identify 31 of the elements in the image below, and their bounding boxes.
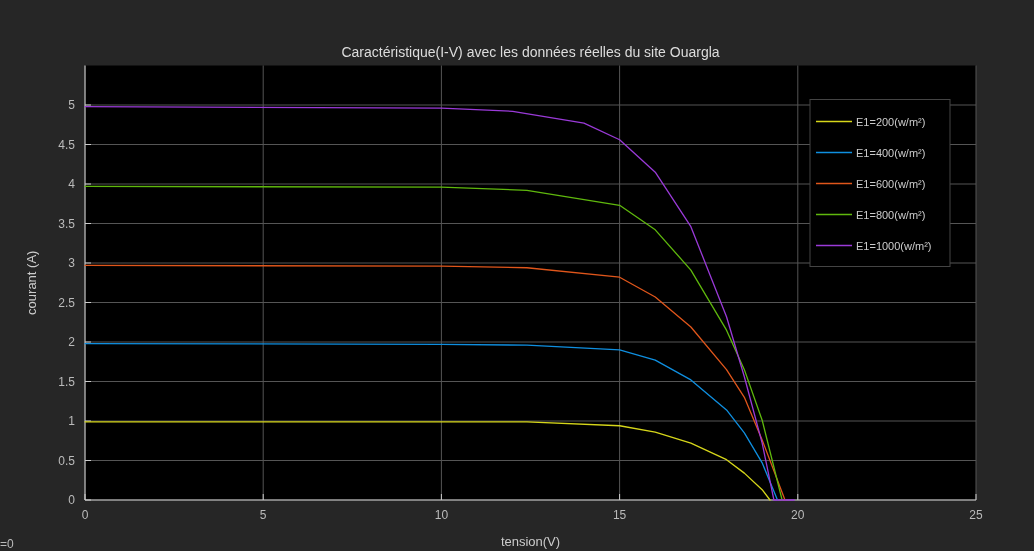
x-tick-label: 5	[259, 508, 267, 522]
y-tick-label: 1	[68, 414, 76, 428]
line-series	[84, 105, 795, 501]
legend-label: E1=1000(w/m²)	[856, 239, 932, 252]
chart-title: Caractéristique(I-V) avec les données réelles du site Ouargla	[341, 44, 720, 60]
y-tick-label: 0.5	[58, 453, 76, 468]
x-tick-label: 25	[969, 508, 983, 522]
x-tick-label: 10	[434, 508, 449, 522]
x-tick-label: 20	[791, 508, 805, 522]
line-series	[84, 264, 786, 501]
y-tick-label: 2.5	[58, 295, 76, 310]
y-tick-label: 4	[68, 177, 76, 191]
line-series	[84, 421, 771, 501]
x-tick-label: 15	[612, 508, 627, 522]
y-tick-label: 0	[68, 493, 76, 507]
y-tick-label: 2	[68, 335, 76, 349]
legend-label: E1=800(w/m²)	[856, 208, 926, 221]
legend-label: E1=600(w/m²)	[856, 177, 926, 190]
y-tick-label: 3.5	[58, 216, 76, 231]
legend-label: E1=400(w/m²)	[856, 146, 926, 159]
x-tick-label: 0	[81, 508, 89, 522]
line-series	[84, 185, 783, 501]
line-series	[84, 342, 779, 501]
y-tick-label: 3	[68, 256, 76, 270]
y-tick-label: 4.5	[58, 137, 76, 152]
text: =0	[0, 537, 15, 551]
y-axis-title: courant (A)	[24, 250, 39, 315]
x-axis-title: tension(V)	[500, 534, 561, 549]
y-tick-label: 5	[68, 98, 76, 112]
legend-label: E1=200(w/m²)	[856, 115, 926, 128]
y-tick-label: 1.5	[58, 374, 76, 389]
